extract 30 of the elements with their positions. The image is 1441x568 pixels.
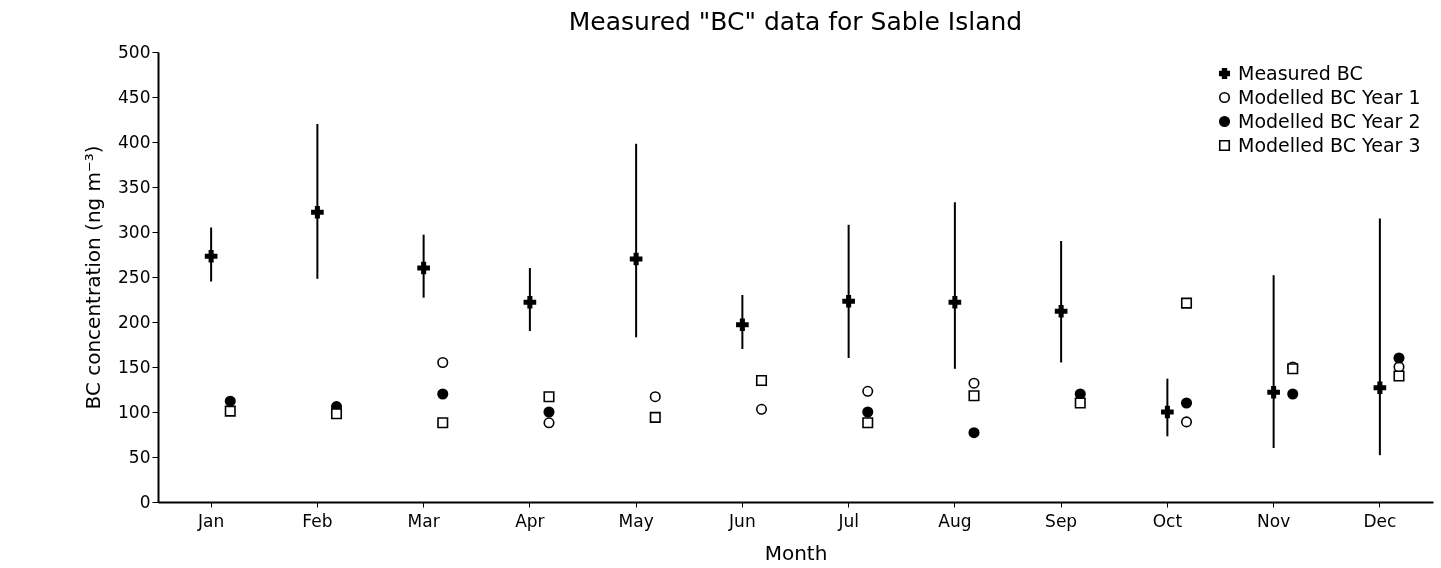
x-tick-label: Jan <box>197 510 225 531</box>
y-tick-label: 500 <box>118 41 151 62</box>
y-tick-label: 100 <box>118 401 151 422</box>
y-tick-label: 0 <box>139 491 151 512</box>
chart-title: Measured "BC" data for Sable Island <box>568 7 1023 36</box>
x-tick-label: May <box>618 510 654 531</box>
legend-label: Modelled BC Year 1 <box>1238 85 1421 108</box>
x-tick-label: Oct <box>1152 510 1183 531</box>
y-tick-label: 300 <box>118 221 151 242</box>
x-tick-label: Jun <box>728 510 756 531</box>
y-tick-label: 350 <box>118 176 151 197</box>
y-axis-title: BC concentration (ng m⁻³) <box>81 145 106 410</box>
legend-label: Modelled BC Year 2 <box>1238 109 1421 132</box>
x-tick-label: Sep <box>1045 510 1078 531</box>
y-tick-label: 50 <box>128 446 151 467</box>
legend-label: Modelled BC Year 3 <box>1238 133 1421 156</box>
y-tick-label: 150 <box>118 356 151 377</box>
x-tick-label: Jul <box>837 510 859 531</box>
y-tick-label: 200 <box>118 311 151 332</box>
y-tick-label: 250 <box>118 266 151 287</box>
x-tick-label: Nov <box>1257 510 1291 531</box>
x-tick-label: Dec <box>1363 510 1397 531</box>
y-tick-label: 400 <box>118 131 151 152</box>
x-axis-title: Month <box>764 540 828 565</box>
legend-label: Measured BC <box>1238 61 1363 84</box>
x-tick-label: Aug <box>938 510 972 531</box>
x-tick-label: Feb <box>302 510 333 531</box>
x-tick-label: Mar <box>407 510 440 531</box>
x-tick-label: Apr <box>515 510 545 531</box>
y-tick-label: 450 <box>118 86 151 107</box>
